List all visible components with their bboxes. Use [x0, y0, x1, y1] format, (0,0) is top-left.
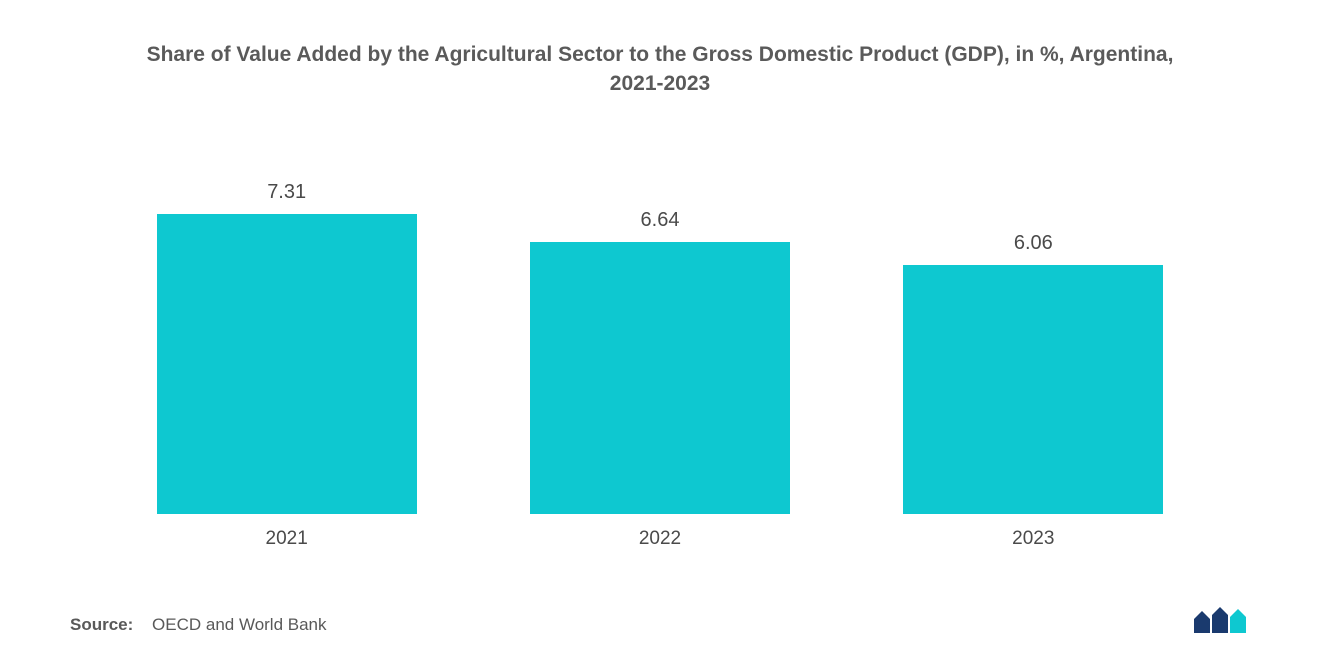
- bar-group-1: 6.64 2022: [490, 209, 830, 551]
- bar-value-1: 6.64: [641, 209, 680, 232]
- bars-area: 7.31 2021 6.64 2022 6.06 2023: [60, 159, 1260, 550]
- source-line: Source: OECD and World Bank: [70, 615, 327, 635]
- bar-label-0: 2021: [266, 528, 308, 550]
- bar-label-2: 2023: [1012, 528, 1054, 550]
- bar-group-2: 6.06 2023: [863, 232, 1203, 550]
- bar-2: [903, 265, 1163, 514]
- brand-logo-icon: [1192, 605, 1250, 635]
- bar-1: [530, 242, 790, 515]
- source-label: Source:: [70, 615, 133, 634]
- chart-footer: Source: OECD and World Bank: [60, 605, 1260, 635]
- chart-container: Share of Value Added by the Agricultural…: [0, 0, 1320, 665]
- bar-value-0: 7.31: [267, 181, 306, 204]
- bar-group-0: 7.31 2021: [117, 181, 457, 550]
- bar-label-1: 2022: [639, 528, 681, 550]
- chart-title: Share of Value Added by the Agricultural…: [135, 40, 1185, 99]
- source-text: OECD and World Bank: [152, 615, 326, 634]
- bar-value-2: 6.06: [1014, 232, 1053, 255]
- bar-0: [157, 214, 417, 514]
